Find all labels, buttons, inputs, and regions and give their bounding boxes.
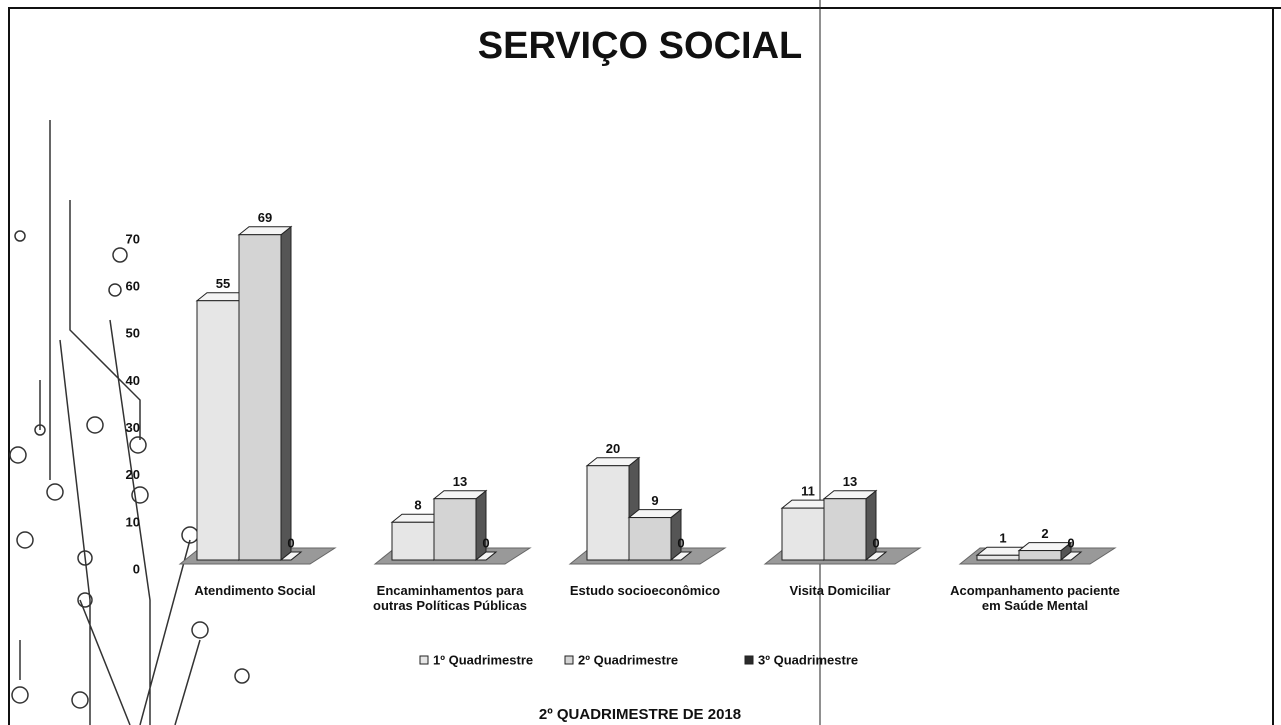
x-tick-label: Atendimento Social xyxy=(194,583,316,598)
bar-face xyxy=(433,498,477,561)
y-tick-label: 60 xyxy=(126,279,140,294)
chart-title: SERVIÇO SOCIAL xyxy=(478,25,802,67)
data-label: 11 xyxy=(801,484,815,499)
legend-label: 3º Quadrimestre xyxy=(758,652,858,667)
y-tick-label: 50 xyxy=(126,326,140,341)
data-label: 9 xyxy=(651,493,658,508)
bar-face xyxy=(196,300,240,561)
bar xyxy=(822,489,878,562)
bar-face xyxy=(822,490,878,500)
bar xyxy=(474,551,498,561)
x-tick-label: Encaminhamentos para outras Políticas Pú… xyxy=(373,583,527,613)
bar-face xyxy=(864,551,888,561)
x-tick-label: Estudo socioeconômico xyxy=(569,583,721,598)
bar-face xyxy=(586,465,630,561)
bar xyxy=(432,489,488,562)
legend-swatch xyxy=(564,655,574,665)
bar-face xyxy=(781,507,825,561)
legend-label: 2º Quadrimestre xyxy=(578,652,678,667)
bar xyxy=(279,551,303,561)
bar-face xyxy=(238,234,282,561)
bar-face xyxy=(474,551,498,561)
bar-face xyxy=(669,551,693,561)
data-label: 20 xyxy=(606,441,620,456)
bar xyxy=(585,456,641,562)
bar-face xyxy=(628,517,672,561)
y-tick-label: 20 xyxy=(126,467,140,482)
legend-label: 1º Quadrimestre xyxy=(433,652,533,667)
x-tick-label: Visita Domiciliar xyxy=(789,583,891,598)
bar xyxy=(864,551,888,561)
data-label: 2 xyxy=(1041,526,1048,541)
bar xyxy=(1017,541,1073,562)
bar-face xyxy=(1018,550,1062,561)
bar-face xyxy=(1059,551,1083,561)
chart-subtitle: 2º QUADRIMESTRE DE 2018 xyxy=(539,706,741,723)
y-tick-label: 70 xyxy=(126,231,140,246)
y-tick-label: 10 xyxy=(126,514,140,529)
bar-face xyxy=(585,457,641,467)
legend-swatch xyxy=(419,655,429,665)
bar-face xyxy=(391,521,435,561)
bar xyxy=(1059,551,1083,561)
data-label: 55 xyxy=(216,276,230,291)
data-label: 1 xyxy=(999,531,1006,546)
data-label: 69 xyxy=(258,210,272,225)
x-tick-label: Acompanhamento paciente em Saúde Mental xyxy=(950,583,1120,613)
y-tick-label: 0 xyxy=(133,561,140,576)
legend-swatch xyxy=(744,655,754,665)
data-label: 13 xyxy=(453,474,467,489)
bar-face xyxy=(279,551,303,561)
data-label: 0 xyxy=(287,535,294,550)
bar-face xyxy=(237,226,293,236)
bar xyxy=(237,225,293,562)
data-label: 0 xyxy=(872,535,879,550)
bar-face xyxy=(976,554,1020,561)
bar-face xyxy=(432,490,488,500)
y-tick-label: 40 xyxy=(126,373,140,388)
data-label: 0 xyxy=(482,535,489,550)
bar-face xyxy=(627,509,683,519)
data-label: 13 xyxy=(843,474,857,489)
bar-face xyxy=(1017,542,1073,552)
data-label: 0 xyxy=(1067,535,1074,550)
bar-face xyxy=(823,498,867,561)
data-label: 8 xyxy=(414,498,421,513)
bar xyxy=(627,508,683,562)
decoration xyxy=(9,120,250,725)
bar xyxy=(669,551,693,561)
data-label: 0 xyxy=(677,535,684,550)
bar-face xyxy=(280,225,292,562)
y-tick-label: 30 xyxy=(126,420,140,435)
